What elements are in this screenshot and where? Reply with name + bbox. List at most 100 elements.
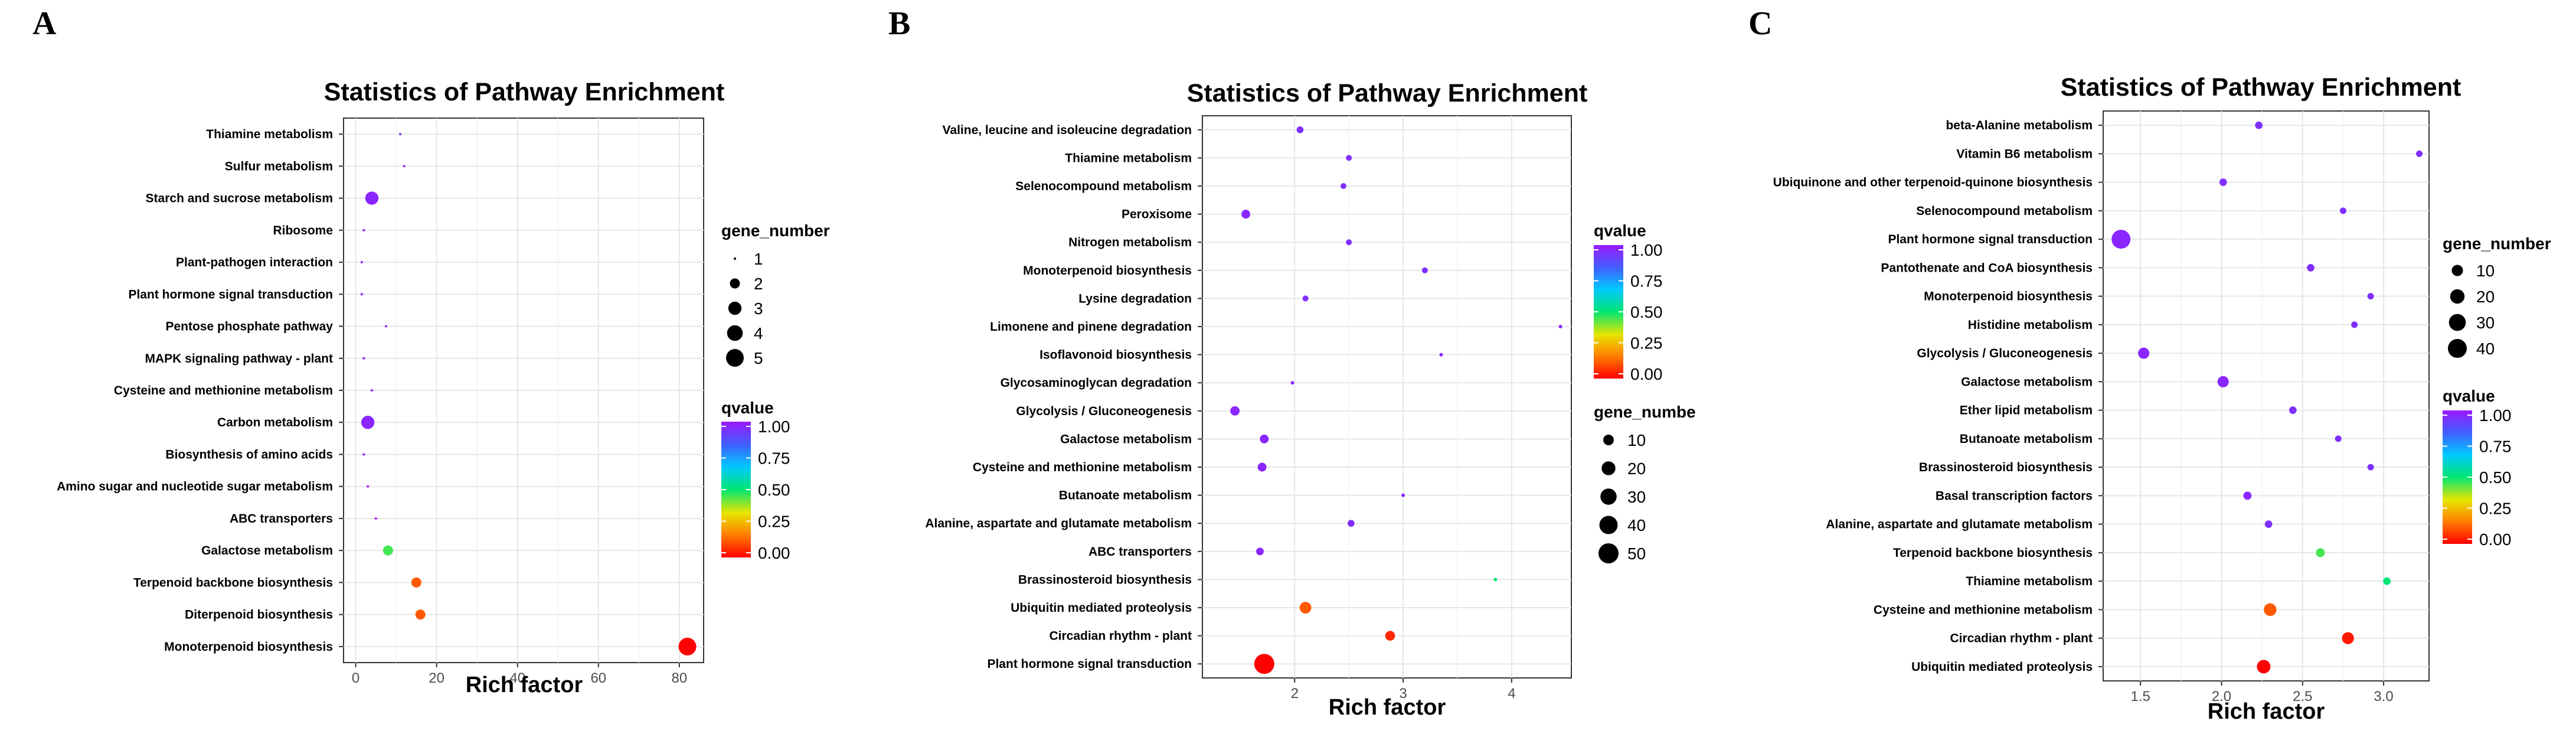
size-legend-label: 10 bbox=[1627, 431, 1646, 449]
size-legend-label: 2 bbox=[754, 275, 763, 293]
data-point bbox=[1299, 602, 1312, 614]
color-legend-label: 0.00 bbox=[2479, 530, 2512, 549]
y-category-label: Cysteine and methionine metabolism bbox=[114, 384, 333, 397]
data-point bbox=[367, 485, 370, 488]
color-legend-label: 0.75 bbox=[2479, 438, 2512, 456]
y-category-label: Cysteine and methionine metabolism bbox=[1874, 603, 2093, 617]
size-legend-dot bbox=[728, 301, 742, 315]
data-point bbox=[1256, 547, 1264, 556]
size-legend-label: 4 bbox=[754, 324, 763, 343]
y-category-label: Plant-pathogen interaction bbox=[176, 256, 333, 269]
x-tick-label: 20 bbox=[429, 670, 444, 686]
y-category-label: Butanoate metabolism bbox=[1059, 489, 1192, 503]
y-category-label: Terpenoid backbone biosynthesis bbox=[133, 576, 333, 589]
size-legend-label: 20 bbox=[2476, 288, 2495, 306]
y-category-label: Plant hormone signal transduction bbox=[128, 288, 333, 301]
size-legend-label: 1 bbox=[754, 250, 763, 268]
y-category-label: Biosynthesis of amino acids bbox=[165, 448, 333, 461]
size-legend-dot bbox=[734, 257, 736, 260]
data-point bbox=[1401, 493, 1405, 497]
data-point bbox=[362, 229, 365, 231]
data-point bbox=[415, 609, 426, 620]
data-point bbox=[1348, 520, 1355, 527]
data-point bbox=[2264, 520, 2273, 528]
y-category-label: Valine, leucine and isoleucine degradati… bbox=[943, 123, 1192, 137]
y-category-label: Vitamin B6 metabolism bbox=[1956, 147, 2093, 161]
x-tick-label: 2 bbox=[1291, 686, 1299, 702]
y-category-label: Sulfur metabolism bbox=[225, 159, 333, 173]
y-category-label: Galactose metabolism bbox=[201, 544, 333, 557]
points-a bbox=[360, 133, 697, 656]
y-category-label: Thiamine metabolism bbox=[206, 128, 333, 141]
plot-area-c bbox=[2103, 110, 2430, 681]
data-point bbox=[411, 577, 421, 588]
color-legend-c: 1.00 0.75 0.50 0.25 0.00 bbox=[2443, 406, 2512, 549]
color-legend-label: 0.50 bbox=[2479, 468, 2512, 487]
size-legend-title-a: gene_number bbox=[721, 221, 830, 240]
data-point bbox=[2335, 435, 2342, 442]
y-category-label: Histidine metabolism bbox=[1968, 318, 2093, 332]
data-point bbox=[365, 191, 379, 205]
data-point bbox=[1346, 155, 1352, 161]
data-point bbox=[1260, 434, 1269, 443]
color-legend-bar-b bbox=[1594, 245, 1623, 379]
data-point bbox=[362, 453, 365, 456]
x-tick-label: 3 bbox=[1399, 686, 1407, 702]
data-point bbox=[2383, 577, 2391, 585]
color-legend-label: 0.00 bbox=[758, 544, 790, 562]
data-point bbox=[398, 133, 401, 136]
color-legend-label: 0.00 bbox=[1630, 365, 1663, 383]
y-axis-labels-a: Thiamine metabolism Sulfur metabolism Star… bbox=[57, 128, 344, 654]
points-b bbox=[1230, 126, 1562, 674]
size-legend-label: 40 bbox=[2476, 340, 2495, 358]
x-tick-label: 60 bbox=[590, 670, 606, 686]
color-legend-bar-c bbox=[2443, 410, 2472, 544]
chart-panel-c: Statistics of Pathway Enrichment beta-Al… bbox=[1773, 73, 2551, 724]
y-category-label: Thiamine metabolism bbox=[1966, 575, 2093, 588]
y-category-label: Lysine degradation bbox=[1078, 292, 1192, 305]
data-point bbox=[1346, 239, 1352, 246]
size-legend-dot bbox=[727, 325, 743, 341]
data-point bbox=[1493, 578, 1498, 582]
data-point bbox=[678, 637, 697, 656]
size-legend-dot bbox=[2451, 265, 2463, 276]
x-axis-ticks-a: 0 20 40 60 80 bbox=[352, 663, 687, 686]
data-point bbox=[1257, 462, 1267, 472]
size-legend-dot bbox=[1600, 488, 1617, 505]
data-point bbox=[1290, 381, 1294, 385]
x-axis-ticks-b: 2 3 4 bbox=[1291, 678, 1516, 702]
y-category-label: Ribosome bbox=[273, 224, 333, 237]
chart-title-a: Statistics of Pathway Enrichment bbox=[324, 78, 725, 106]
panel-label-c: C bbox=[1748, 5, 1772, 42]
data-point bbox=[1340, 183, 1346, 189]
color-legend-b: 1.00 0.75 0.50 0.25 0.00 bbox=[1594, 241, 1663, 383]
y-category-label: Butanoate metabolism bbox=[1960, 432, 2093, 446]
size-legend-dot bbox=[2450, 289, 2465, 304]
size-legend-label: 30 bbox=[2476, 314, 2495, 332]
size-legend-b: 10 20 30 40 50 bbox=[1598, 431, 1646, 563]
data-point bbox=[2367, 464, 2374, 471]
chart-title-c: Statistics of Pathway Enrichment bbox=[2061, 73, 2461, 102]
color-legend-label: 0.25 bbox=[1630, 334, 1663, 353]
data-point bbox=[2219, 178, 2227, 186]
size-legend-a: 1 2 3 4 5 bbox=[726, 250, 763, 367]
y-category-label: beta-Alanine metabolism bbox=[1946, 119, 2093, 132]
chart-title-b: Statistics of Pathway Enrichment bbox=[1187, 79, 1588, 107]
data-point bbox=[2257, 660, 2271, 674]
data-point bbox=[403, 165, 406, 168]
color-legend-label: 0.25 bbox=[2479, 500, 2512, 518]
size-legend-title-c: gene_number bbox=[2443, 234, 2551, 253]
y-category-label: Limonene and pinene degradation bbox=[990, 320, 1192, 334]
chart-panel-b: Statistics of Pathway Enrichment Valine,… bbox=[925, 79, 1695, 720]
x-axis-ticks-c: 1.5 2.0 2.5 3.0 bbox=[2130, 681, 2394, 705]
color-legend-label: 0.25 bbox=[758, 513, 790, 531]
y-category-label: Ether lipid metabolism bbox=[1960, 404, 2093, 418]
y-category-label: Ubiquitin mediated proteolysis bbox=[1911, 660, 2093, 674]
y-category-label: Alanine, aspartate and glutamate metabol… bbox=[1826, 518, 2093, 531]
data-point bbox=[1230, 406, 1240, 416]
data-point bbox=[2217, 376, 2229, 387]
size-legend-dot bbox=[726, 349, 744, 367]
size-legend-c: 10 20 30 40 bbox=[2448, 262, 2495, 358]
y-axis-labels-b: Valine, leucine and isoleucine degradati… bbox=[925, 123, 1202, 671]
